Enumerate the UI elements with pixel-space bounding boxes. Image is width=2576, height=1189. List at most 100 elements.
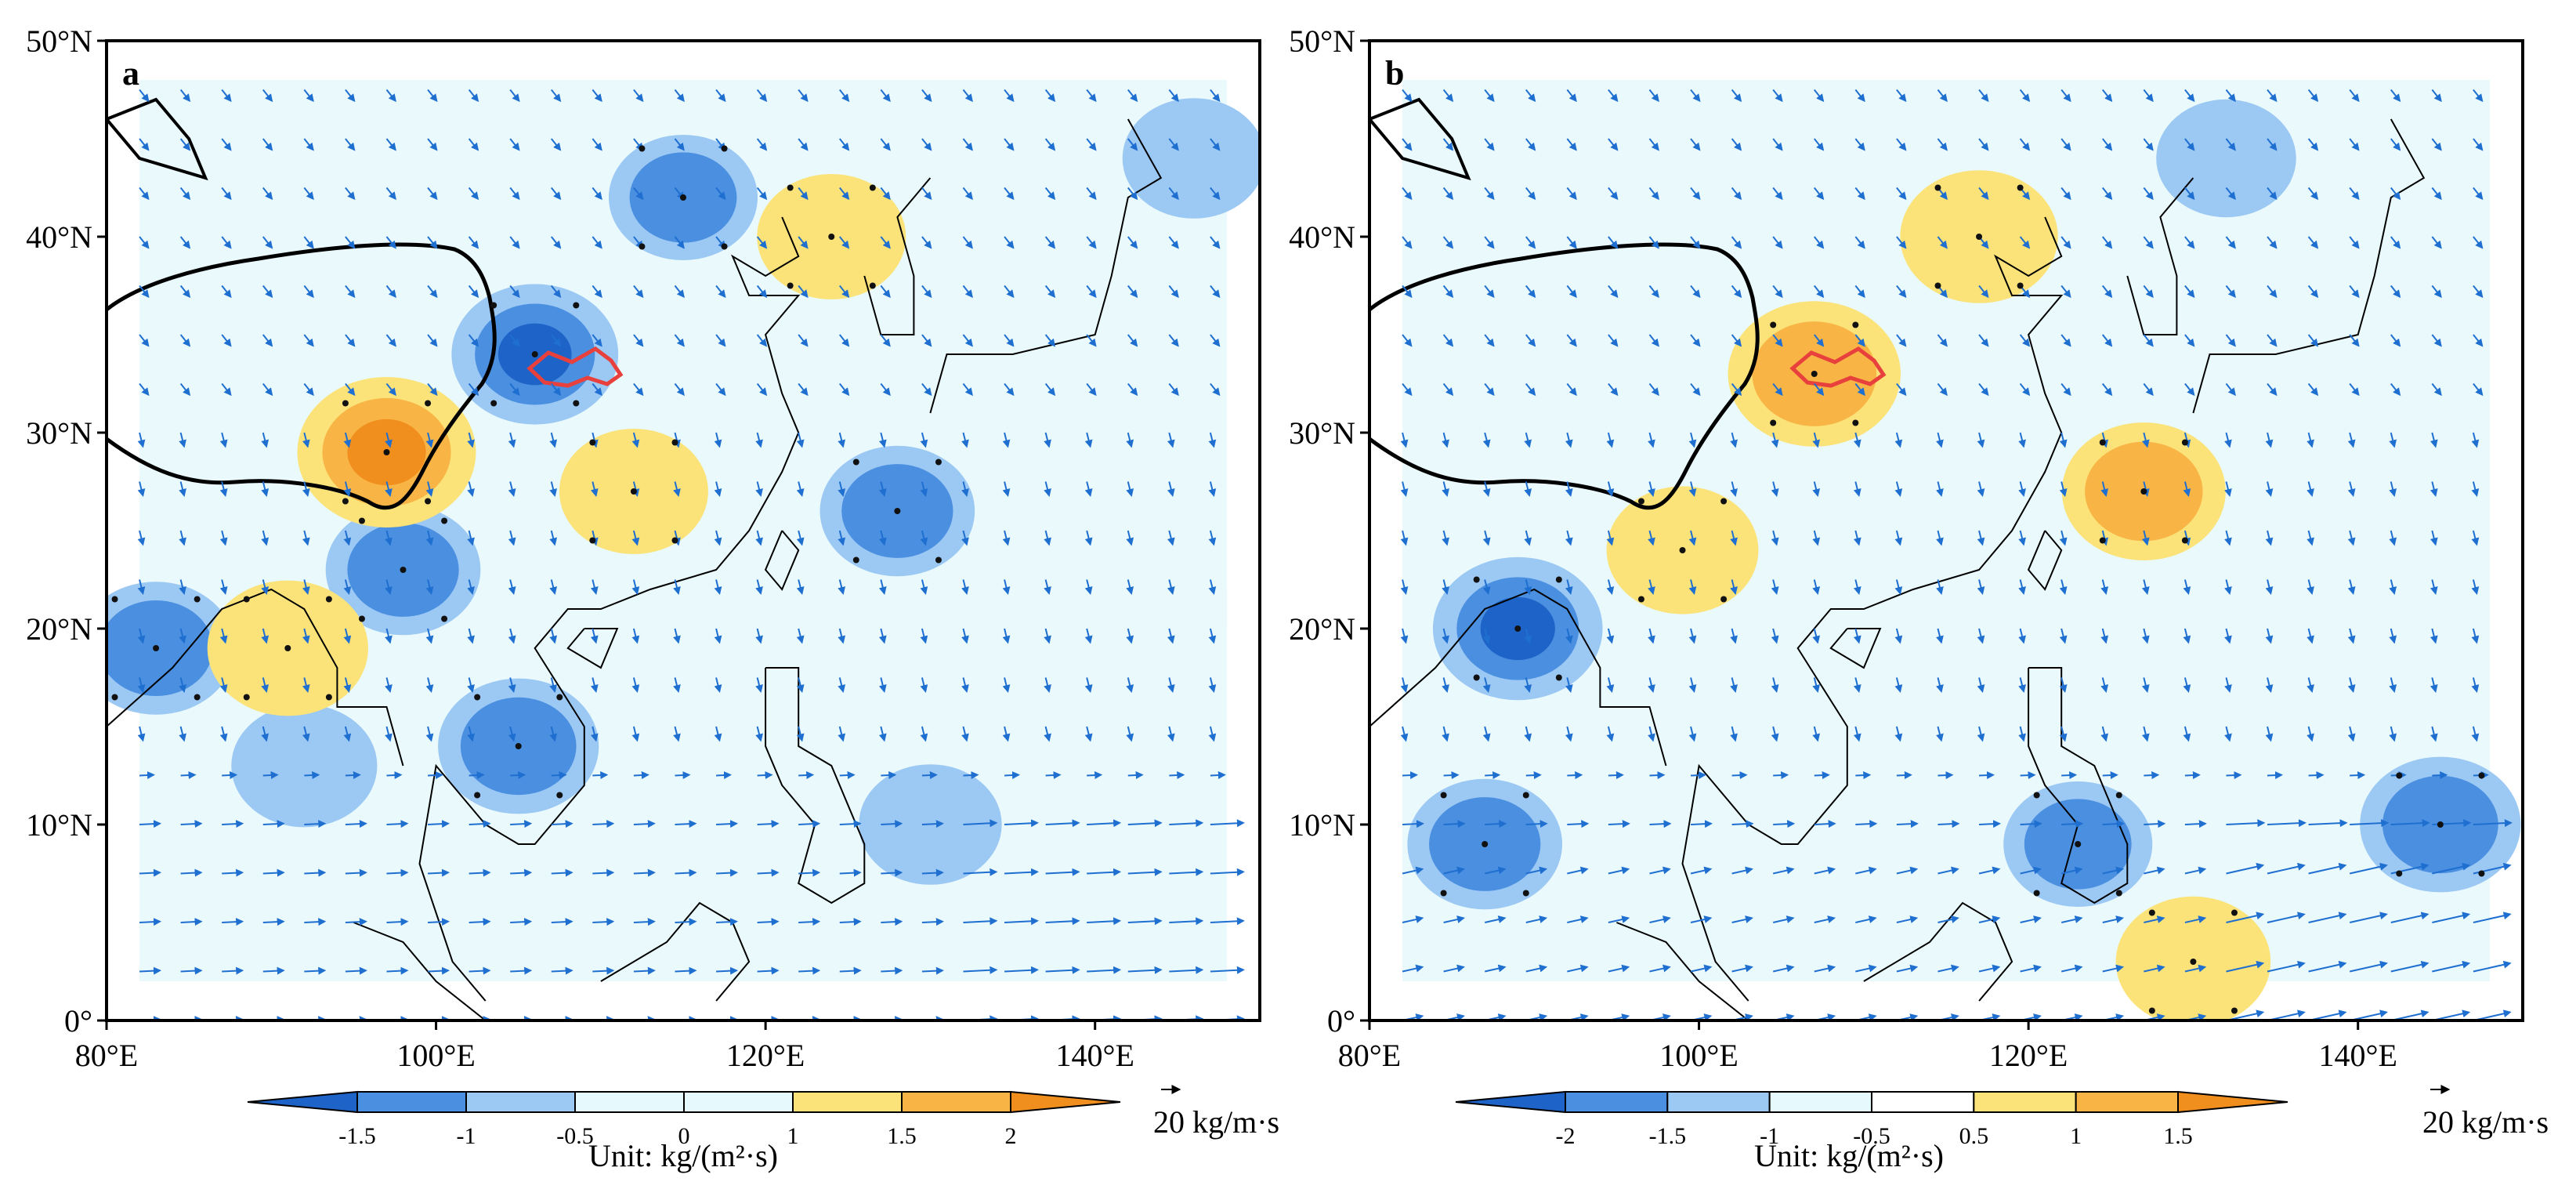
wind-vector xyxy=(1608,866,1630,875)
wind-vector xyxy=(549,628,558,644)
wind-vector xyxy=(1978,964,2001,973)
wind-vector xyxy=(880,236,891,249)
wind-vector xyxy=(838,236,850,249)
wind-vector xyxy=(137,579,146,595)
panel-a-colorbar-unit: Unit: kg/(m²·s) xyxy=(588,1138,778,1173)
wind-vector xyxy=(2019,236,2031,249)
wind-vector xyxy=(1813,285,1825,299)
wind-vector xyxy=(179,677,186,693)
wash-rect xyxy=(1402,80,1699,276)
wind-vector xyxy=(1896,915,1919,923)
wind-vector xyxy=(1853,481,1861,497)
significance-dot xyxy=(894,508,901,514)
wind-vector xyxy=(1442,579,1449,595)
wind-vector xyxy=(1087,917,1122,926)
wind-vector xyxy=(1771,432,1779,448)
significance-dot xyxy=(2396,870,2403,877)
significance-dot xyxy=(1934,184,1941,191)
wind-vector xyxy=(2471,628,2480,644)
wind-vector xyxy=(798,334,809,347)
wind-vector xyxy=(261,579,270,595)
wind-vector xyxy=(1690,89,1701,103)
wind-vector xyxy=(427,187,438,201)
wind-vector xyxy=(1126,726,1134,742)
wind-vector xyxy=(2267,187,2278,201)
wind-vector xyxy=(878,530,887,546)
lon-tick-label: 140°E xyxy=(2318,1038,2397,1073)
wind-vector xyxy=(798,966,821,975)
wind-vector xyxy=(221,138,232,151)
wind-vector xyxy=(2473,187,2484,201)
wind-vector xyxy=(302,579,310,595)
wind-vector xyxy=(1524,726,1532,742)
wind-vector xyxy=(2060,915,2083,923)
wind-vector xyxy=(798,918,821,926)
wind-vector xyxy=(2225,187,2236,201)
wind-vector xyxy=(386,966,409,975)
wind-vector xyxy=(1208,530,1217,546)
wind-vector xyxy=(1688,726,1697,742)
wind-vector xyxy=(1210,966,1245,974)
wind-vector xyxy=(550,89,562,103)
wind-vector xyxy=(674,89,685,103)
wind-vector xyxy=(920,432,928,448)
wind-vector xyxy=(139,285,150,299)
wind-vector xyxy=(219,628,228,644)
wind-vector xyxy=(1524,481,1532,497)
wind-vector xyxy=(385,481,393,497)
wind-vector xyxy=(2429,579,2438,595)
wind-vector xyxy=(1608,915,1630,923)
wind-vector xyxy=(469,771,485,779)
wind-vector xyxy=(1936,530,1944,546)
wind-vector xyxy=(674,334,685,347)
significance-dot xyxy=(2478,772,2485,779)
wind-vector xyxy=(2265,677,2274,693)
wind-vector xyxy=(2184,334,2195,347)
wind-vector xyxy=(633,820,656,828)
wind-vector xyxy=(425,579,434,595)
wind-vector xyxy=(1484,236,1495,249)
wind-vector xyxy=(1484,285,1495,299)
wind-vector xyxy=(633,771,649,779)
wind-vector xyxy=(921,868,944,877)
wind-vector xyxy=(1044,89,1056,103)
wind-vector xyxy=(798,285,809,299)
significance-dot xyxy=(342,498,349,505)
wind-vector xyxy=(2471,726,2480,742)
wind-vector xyxy=(880,187,891,201)
significance-dot xyxy=(787,282,794,289)
wind-vector xyxy=(675,771,691,779)
wind-vector xyxy=(1608,236,1619,249)
wind-vector xyxy=(2306,481,2314,497)
panel-b-region-outline xyxy=(1789,346,1887,388)
wind-vector xyxy=(1606,726,1615,742)
panel-b-reference-vector: 20 kg/m·s xyxy=(2422,1085,2549,1140)
wind-vector xyxy=(1894,579,1903,595)
wind-vector xyxy=(963,966,998,974)
wind-vector xyxy=(2389,677,2397,693)
wind-vector xyxy=(2144,866,2165,875)
wind-vector xyxy=(631,481,640,497)
colorbar-extend-low xyxy=(1455,1090,1566,1114)
wind-vector xyxy=(1443,915,1465,923)
wind-vector xyxy=(425,481,434,497)
wind-vector xyxy=(551,771,567,779)
wind-vector xyxy=(675,868,697,877)
wind-vector xyxy=(1936,579,1944,595)
wind-vector xyxy=(1771,481,1779,497)
panel-b-colorbar-unit: Unit: kg/(m²·s) xyxy=(1754,1138,1944,1173)
wind-vector xyxy=(2102,866,2125,875)
wind-vector xyxy=(2389,432,2397,448)
wind-vector xyxy=(2349,382,2360,397)
significance-dot xyxy=(358,517,365,524)
wind-vector xyxy=(1044,138,1056,151)
wind-vector xyxy=(2184,820,2207,828)
wind-vector xyxy=(1978,138,1989,151)
wind-vector xyxy=(1813,89,1825,103)
wind-vector xyxy=(2431,138,2442,151)
wind-vector xyxy=(1044,382,1056,397)
wind-vector xyxy=(1567,915,1589,923)
wind-vector xyxy=(2141,628,2150,644)
coastline xyxy=(600,901,751,1002)
colorbar-segment xyxy=(1565,1091,1669,1113)
